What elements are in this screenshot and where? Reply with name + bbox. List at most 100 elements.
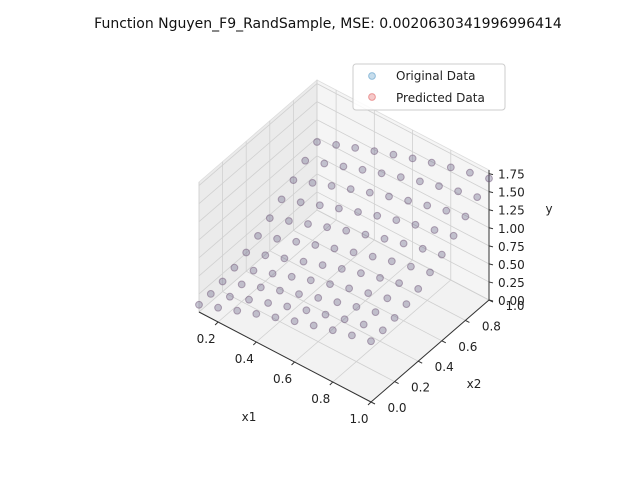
data-point-predicted xyxy=(435,182,443,191)
y-tick-mark xyxy=(441,340,447,344)
data-point-predicted xyxy=(309,321,318,330)
data-point-predicted xyxy=(354,208,362,216)
data-point-predicted xyxy=(426,268,434,277)
data-point-original xyxy=(206,290,215,298)
data-point-original xyxy=(332,141,341,149)
data-point-original xyxy=(249,266,258,275)
data-point-predicted xyxy=(461,212,470,221)
grid-line-y xyxy=(222,291,395,382)
data-point-predicted xyxy=(466,168,474,177)
data-point-predicted xyxy=(416,177,424,186)
data-point-predicted xyxy=(311,241,320,249)
grid-line-z xyxy=(316,155,490,247)
data-point-predicted xyxy=(359,320,368,329)
data-point-predicted xyxy=(349,248,358,257)
data-point-predicted xyxy=(289,176,298,185)
data-point-original xyxy=(359,320,368,329)
data-point-original xyxy=(389,150,398,159)
data-point-predicted xyxy=(327,182,336,190)
data-point-predicted xyxy=(368,252,377,261)
data-point-predicted xyxy=(295,290,303,299)
data-point-original xyxy=(461,212,470,221)
grid-line-z xyxy=(316,119,490,211)
y-tick-label: 1.0 xyxy=(505,299,524,313)
data-point-predicted xyxy=(218,277,227,286)
data-point-original xyxy=(308,179,317,187)
data-point-predicted xyxy=(214,303,223,312)
data-point-original xyxy=(430,226,439,234)
data-point-predicted xyxy=(323,223,332,232)
x-tick-mark xyxy=(329,381,334,386)
data-point-original xyxy=(233,306,242,315)
data-point-predicted xyxy=(332,141,341,149)
x-tick-mark xyxy=(214,321,219,326)
data-point-predicted xyxy=(414,285,423,293)
legend-label-predicted: Predicted Data xyxy=(396,91,485,105)
data-point-predicted xyxy=(387,257,396,266)
z-tick-label: 1.75 xyxy=(498,168,525,182)
data-point-predicted xyxy=(195,300,203,309)
data-point-original xyxy=(358,165,367,174)
data-point-original xyxy=(287,272,296,281)
grid-line-x xyxy=(256,239,375,343)
data-point-predicted xyxy=(268,269,277,278)
legend-marker-predicted xyxy=(368,93,376,101)
data-point-original xyxy=(273,234,282,243)
data-point-original xyxy=(256,283,265,292)
data-point-original xyxy=(268,269,277,278)
data-point-original xyxy=(411,220,420,229)
data-point-predicted xyxy=(314,294,323,302)
data-point-original xyxy=(346,185,355,194)
y-tick-mark xyxy=(465,319,470,323)
x-tick-mark xyxy=(291,361,295,366)
data-point-predicted xyxy=(245,295,253,304)
data-point-original xyxy=(295,290,303,299)
chart-title: Function Nguyen_F9_RandSample, MSE: 0.00… xyxy=(94,16,562,32)
z-tick-mark xyxy=(488,209,494,212)
data-point-original xyxy=(296,198,305,207)
data-point-predicted xyxy=(302,306,311,315)
data-point-predicted xyxy=(254,232,262,240)
x-tick-mark xyxy=(252,341,257,346)
data-point-original xyxy=(320,159,329,168)
data-point-predicted xyxy=(285,217,293,225)
data-point-predicted xyxy=(357,269,365,278)
data-point-original xyxy=(404,196,413,205)
data-point-original xyxy=(261,251,270,260)
data-point-original xyxy=(285,217,293,225)
data-point-predicted xyxy=(392,216,401,225)
z-tick-mark xyxy=(488,191,494,194)
data-point-predicted xyxy=(264,299,273,307)
data-point-original xyxy=(354,208,362,216)
y-axis-line xyxy=(370,299,490,403)
data-point-predicted xyxy=(365,188,374,197)
data-point-predicted xyxy=(383,294,392,303)
data-point-original xyxy=(245,295,253,304)
data-point-original xyxy=(328,326,337,335)
data-point-predicted xyxy=(265,214,274,223)
x-tick-label: 1.0 xyxy=(349,412,368,426)
data-point-original xyxy=(351,144,360,152)
data-point-predicted xyxy=(396,173,405,182)
grid-line-z xyxy=(198,137,318,241)
data-point-original xyxy=(304,220,312,228)
data-point-predicted xyxy=(271,313,280,322)
data-point-original xyxy=(327,182,336,190)
data-point-predicted xyxy=(290,317,299,326)
grid-line-x xyxy=(217,219,337,323)
z-tick-label: 0.25 xyxy=(498,276,525,290)
axis-lines xyxy=(198,170,494,406)
data-point-predicted xyxy=(345,284,354,293)
data-point-original xyxy=(237,280,246,289)
legend: Original Data Predicted Data xyxy=(352,63,506,111)
data-point-predicted xyxy=(427,158,436,167)
legend-marker-original xyxy=(368,72,376,80)
grid-line-z xyxy=(198,191,318,295)
data-point-original xyxy=(230,263,239,272)
z-tick-mark xyxy=(488,281,494,284)
data-point-original xyxy=(280,254,289,263)
z-tick-label: 1.25 xyxy=(498,204,525,218)
data-point-predicted xyxy=(380,234,389,243)
data-points xyxy=(195,138,493,346)
data-point-predicted xyxy=(226,292,234,301)
